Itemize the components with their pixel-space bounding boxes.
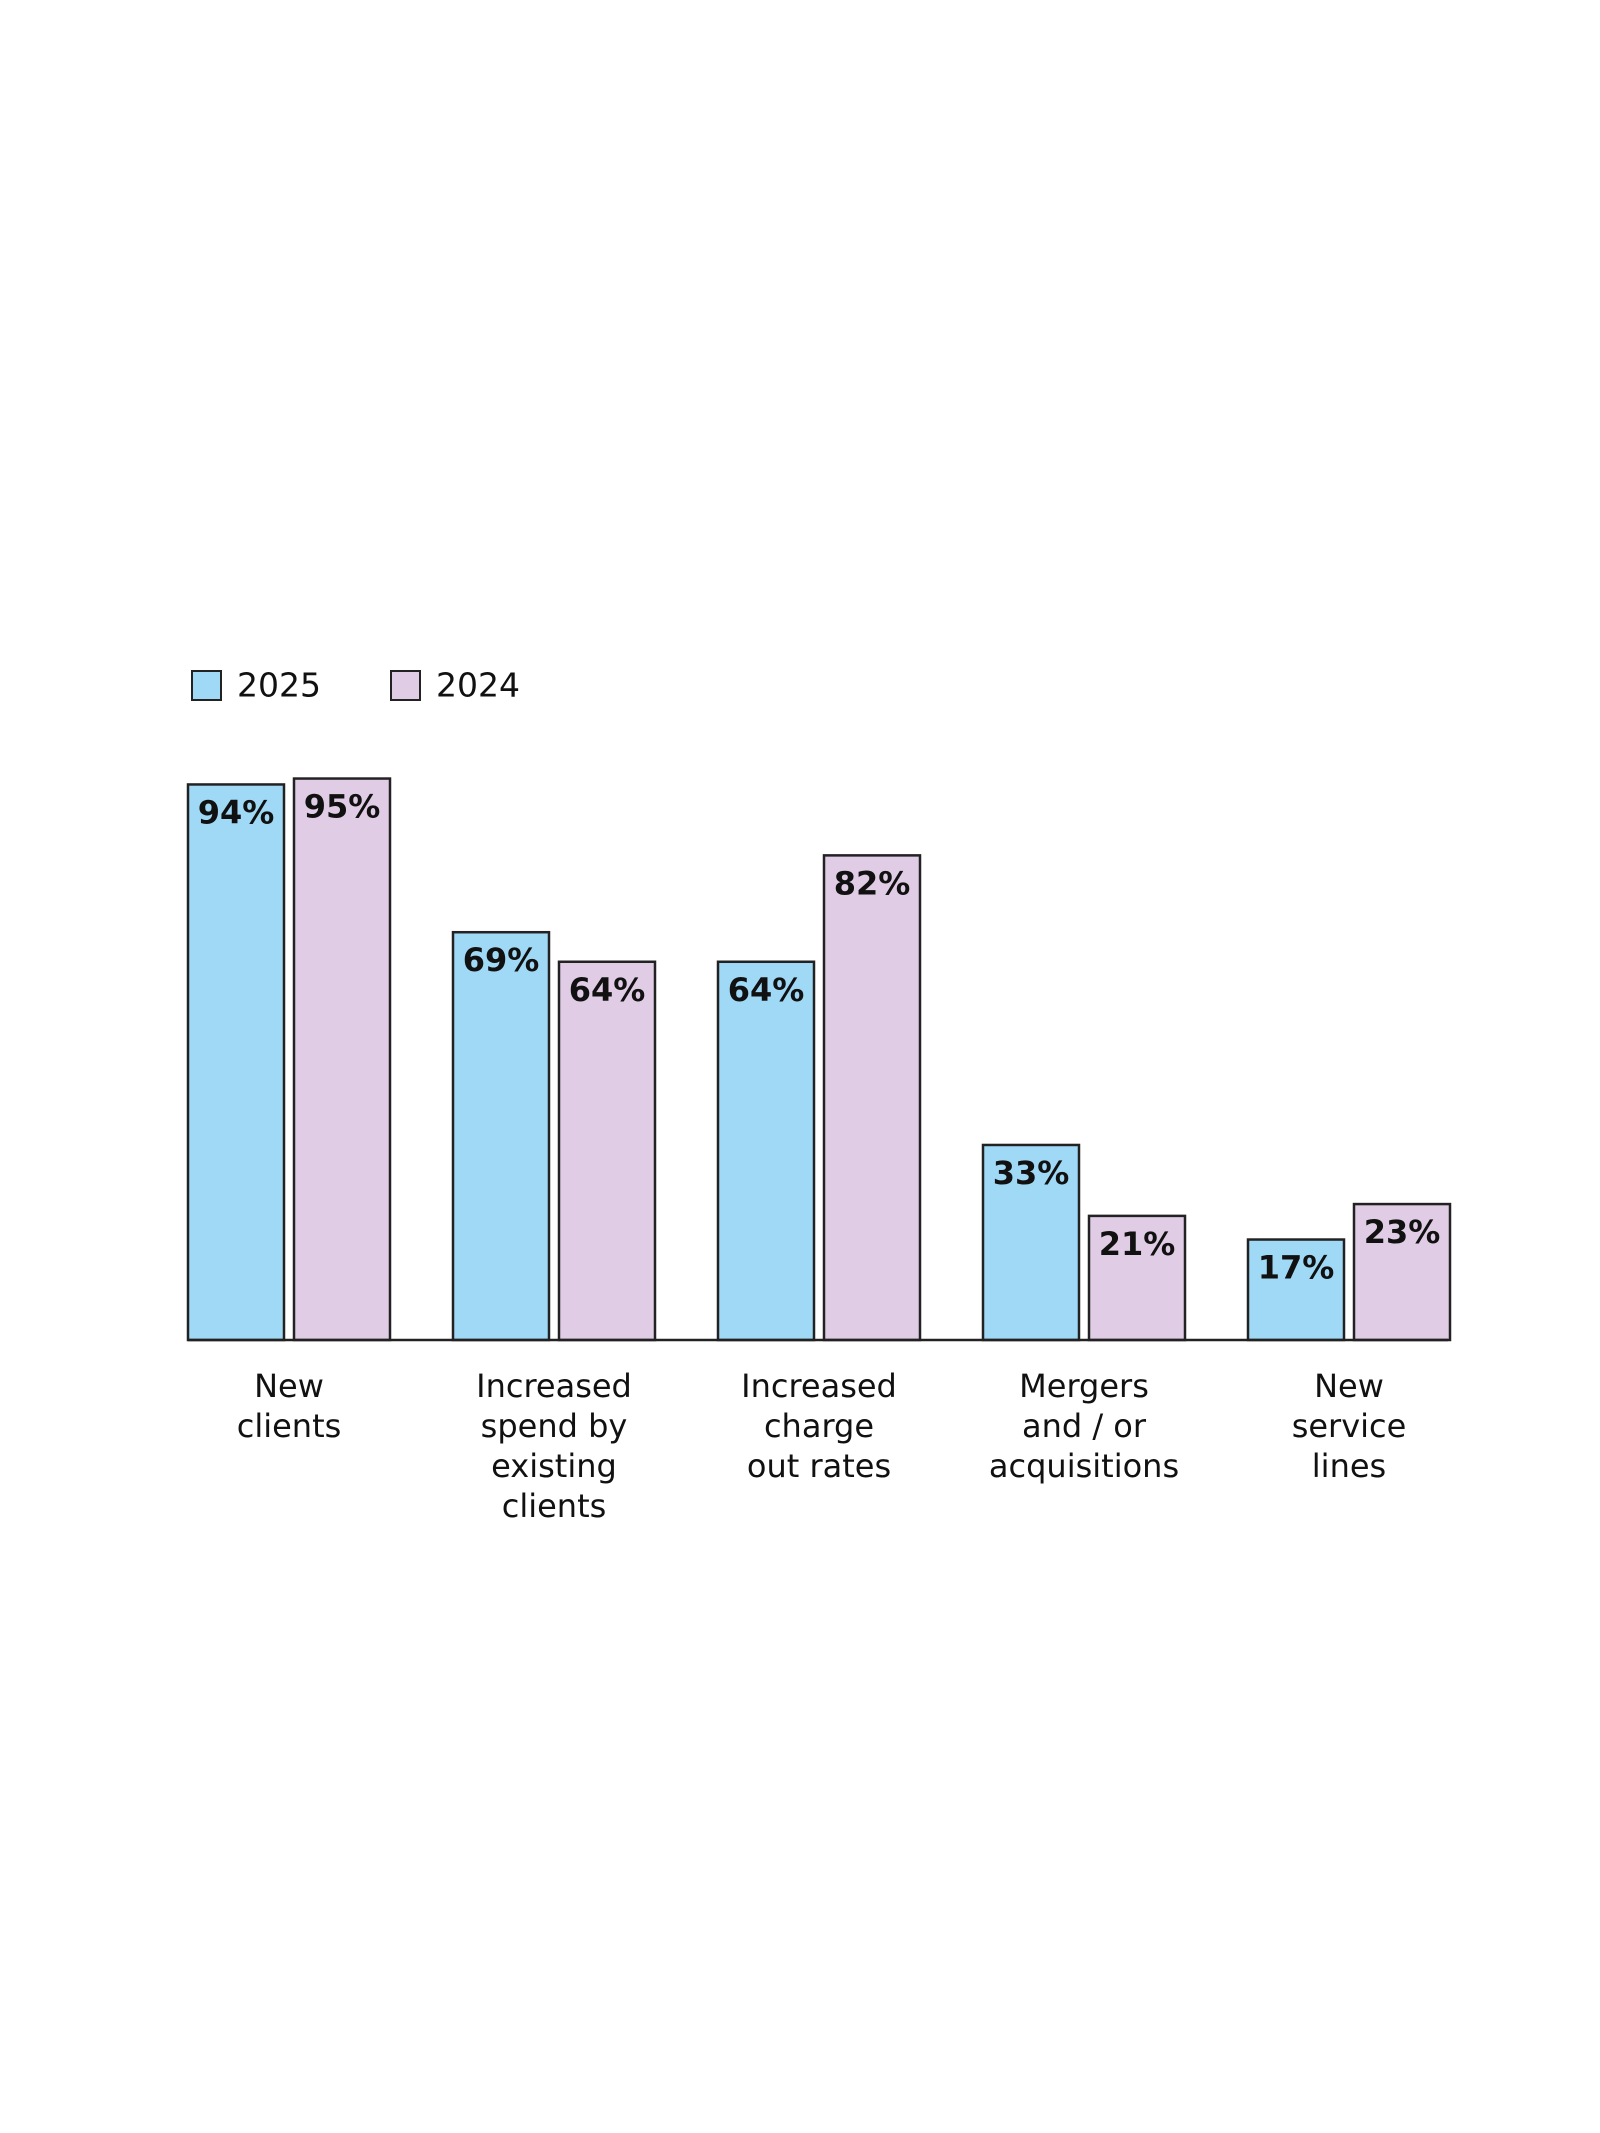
value-label: 64% bbox=[728, 971, 805, 1009]
value-label: 69% bbox=[463, 941, 540, 979]
value-label: 17% bbox=[1258, 1249, 1335, 1287]
x-tick-label: New clients bbox=[236, 1367, 342, 1445]
value-label: 23% bbox=[1364, 1213, 1441, 1251]
value-label: 33% bbox=[993, 1154, 1070, 1192]
legend-swatch bbox=[390, 670, 421, 701]
x-tick-label: Increased charge out rates bbox=[741, 1367, 897, 1485]
x-tick-label: New service lines bbox=[1291, 1367, 1407, 1485]
bar bbox=[292, 777, 392, 1342]
value-label: 95% bbox=[304, 788, 381, 826]
bar bbox=[186, 783, 286, 1342]
bar bbox=[557, 960, 657, 1342]
x-tick-label: Increased spend by existing clients bbox=[476, 1367, 632, 1525]
value-label: 94% bbox=[198, 793, 275, 831]
bar bbox=[822, 854, 922, 1342]
value-label: 64% bbox=[569, 971, 646, 1009]
value-label: 21% bbox=[1099, 1225, 1176, 1263]
bar bbox=[1087, 1214, 1187, 1342]
legend-label: 2024 bbox=[436, 666, 520, 705]
legend-label: 2025 bbox=[237, 666, 321, 705]
x-tick-label: Mergers and / or acquisitions bbox=[988, 1367, 1180, 1485]
bar bbox=[1352, 1202, 1452, 1342]
bar bbox=[451, 930, 551, 1342]
bar bbox=[716, 960, 816, 1342]
bar bbox=[981, 1143, 1081, 1342]
legend-swatch bbox=[191, 670, 222, 701]
value-label: 82% bbox=[834, 864, 911, 902]
